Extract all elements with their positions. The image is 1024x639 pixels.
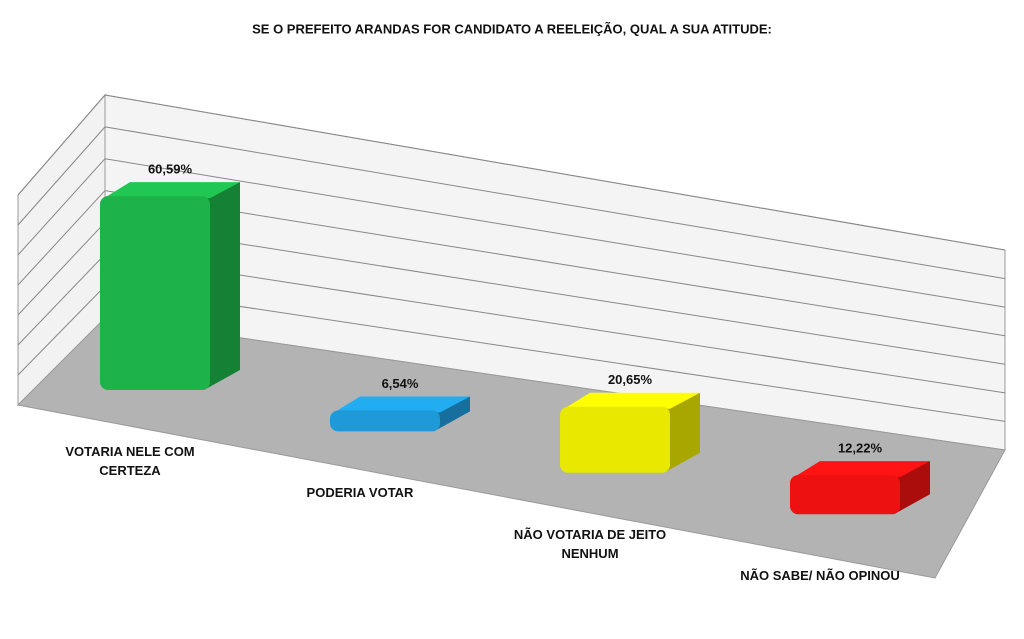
bar-front xyxy=(330,410,440,432)
grid-line xyxy=(17,253,106,346)
bar-top xyxy=(334,396,470,413)
category-label: NÃO SABE/ NÃO OPINOU xyxy=(740,568,900,584)
bar xyxy=(100,182,240,390)
grid-line xyxy=(17,222,106,316)
grid-line xyxy=(17,158,106,256)
bar-side xyxy=(664,392,700,473)
value-label: 6,54% xyxy=(382,376,419,391)
grid-line xyxy=(104,221,1006,365)
value-label: 12,22% xyxy=(838,441,883,456)
bar-front xyxy=(100,196,210,390)
bar-side xyxy=(434,396,470,432)
grid-line xyxy=(17,94,106,196)
grid-line xyxy=(104,126,1006,280)
category-label: VOTARIA NELE COM CERTEZA xyxy=(65,444,195,478)
bar xyxy=(330,396,470,432)
bar-front xyxy=(560,406,670,473)
floor xyxy=(16,317,1006,579)
value-label: 60,59% xyxy=(148,162,193,177)
bar-top xyxy=(794,461,930,478)
grid-line xyxy=(104,94,1006,251)
grid-line xyxy=(104,253,1006,394)
grid-line xyxy=(17,126,106,226)
chart-title: SE O PREFEITO ARANDAS FOR CANDIDATO A RE… xyxy=(252,21,772,36)
bar-side xyxy=(204,182,240,390)
grid-line xyxy=(17,190,106,286)
bar-front xyxy=(790,475,900,515)
bar-top xyxy=(564,392,700,409)
grid-line xyxy=(104,285,1006,422)
bar xyxy=(790,461,930,515)
category-label: NÃO VOTARIA DE JEITO NENHUM xyxy=(513,526,667,561)
grid-line xyxy=(104,190,1006,337)
grid-line xyxy=(104,158,1006,308)
bar-top xyxy=(104,182,240,199)
category-label: PODERIA VOTAR xyxy=(306,485,414,501)
bar xyxy=(560,392,700,473)
value-label: 20,65% xyxy=(608,372,653,387)
grid-line xyxy=(17,285,106,376)
